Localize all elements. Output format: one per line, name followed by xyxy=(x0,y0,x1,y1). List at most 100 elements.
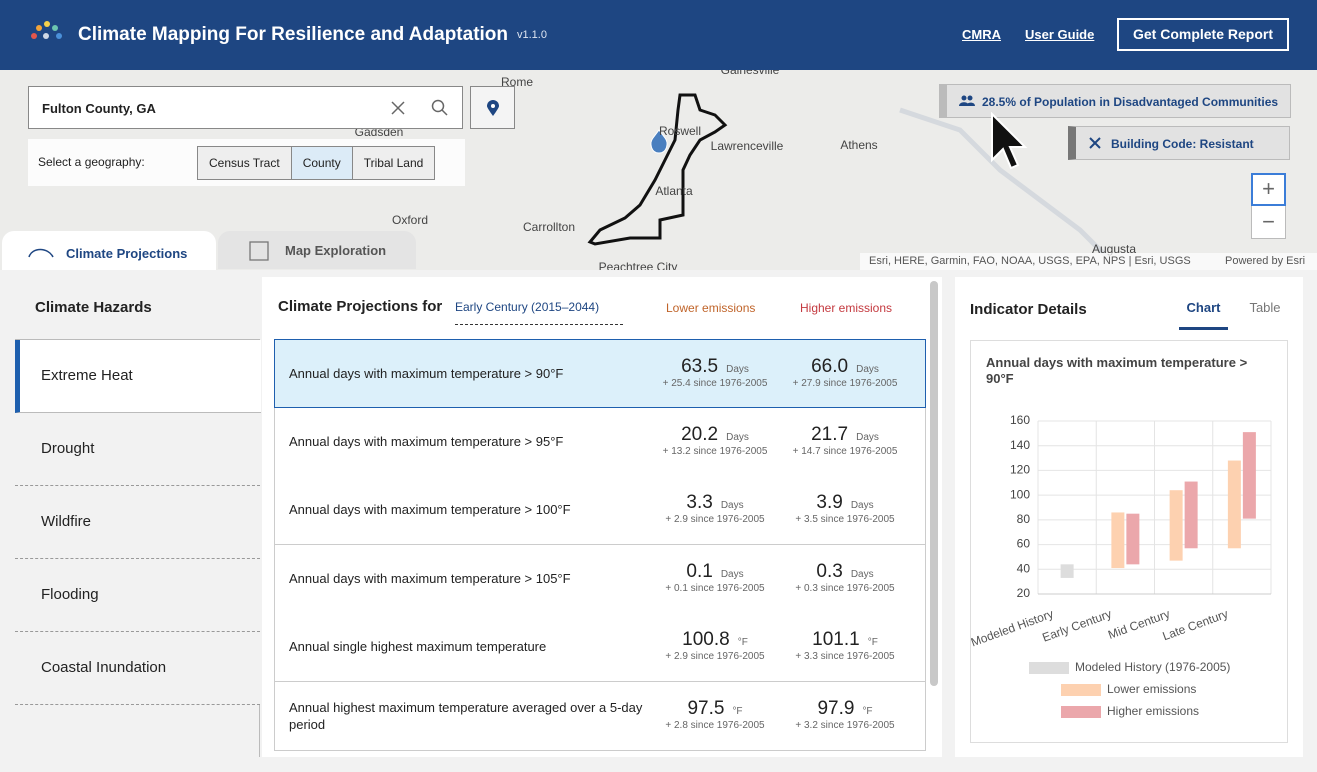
value-group: 97.5 °F + 2.8 since 1976-2005 xyxy=(645,698,785,731)
details-panel: Indicator Details Chart Table Annual day… xyxy=(955,277,1303,757)
map-label: Athens xyxy=(840,138,878,152)
tab[interactable]: Map Exploration xyxy=(218,231,416,269)
projection-row[interactable]: Annual days with maximum temperature > 1… xyxy=(274,544,926,614)
range-bar xyxy=(1111,512,1125,569)
range-bar xyxy=(1126,513,1140,565)
tab-label: Climate Projections xyxy=(66,246,188,261)
scrollbar[interactable] xyxy=(930,281,938,686)
badge[interactable]: Building Code: Resistant xyxy=(1068,126,1290,160)
period-select[interactable]: Early Century (2015–2044) xyxy=(455,300,623,325)
change: + 3.3 since 1976-2005 xyxy=(795,651,895,663)
change: + 13.2 since 1976-2005 xyxy=(662,445,768,457)
map-label: Peachtree City xyxy=(598,260,678,270)
projection-row[interactable]: Annual single highest maximum temperatur… xyxy=(274,613,926,683)
value: 3.3 xyxy=(686,492,713,514)
value-line: 0.3 Days xyxy=(775,561,915,583)
range-bar xyxy=(1169,490,1183,561)
value-line: 0.1 Days xyxy=(645,561,785,583)
column-header: Higher emissions xyxy=(800,301,893,315)
projection-row[interactable]: Annual days with maximum temperature > 1… xyxy=(274,476,926,546)
legend-swatch xyxy=(1061,684,1101,696)
unit: Days xyxy=(726,364,749,375)
chart-card: Annual days with maximum temperature > 9… xyxy=(970,340,1288,743)
header: Climate Mapping For Resilience and Adapt… xyxy=(0,0,1317,70)
value-line: 63.5 Days xyxy=(645,356,785,378)
geography-option[interactable]: County xyxy=(290,146,353,180)
value: 0.1 xyxy=(686,560,713,582)
chart-title: Annual days with maximum temperature > 9… xyxy=(986,355,1248,386)
unit: Days xyxy=(720,568,744,580)
unit: Days xyxy=(856,431,879,443)
x-tick-label: Mid Century xyxy=(1106,607,1172,642)
change: + 3.2 since 1976-2005 xyxy=(795,720,895,731)
value: 20.2 xyxy=(681,423,719,445)
value-group: 20.2 Days + 13.2 since 1976-2005 xyxy=(645,424,785,457)
y-tick-label: 60 xyxy=(1017,537,1031,551)
value-line: 66.0 Days xyxy=(775,356,915,378)
value: 97.5 xyxy=(687,698,725,719)
hazard-item[interactable]: Wildfire xyxy=(15,486,260,559)
zoom-out[interactable]: − xyxy=(1262,209,1275,234)
attribution-bar: Esri, HERE, Garmin, FAO, NOAA, USGS, EPA… xyxy=(860,253,1317,270)
hazard-item-active[interactable]: Extreme Heat xyxy=(15,340,261,413)
projection-row[interactable]: Annual highest maximum temperature avera… xyxy=(274,682,926,751)
hazard-item[interactable]: Coastal Inundation xyxy=(15,632,260,705)
change: + 27.9 since 1976-2005 xyxy=(792,378,898,389)
map-label: Lawrenceville xyxy=(710,139,784,153)
hazard-item[interactable]: Drought xyxy=(15,413,260,486)
legend-swatch xyxy=(1061,706,1101,718)
change: + 14.7 since 1976-2005 xyxy=(792,445,898,457)
powered-by: Powered by Esri xyxy=(1225,255,1306,267)
projection-row-active[interactable]: Annual days with maximum temperature > 9… xyxy=(274,339,926,408)
hazard-item[interactable]: Flooding xyxy=(15,559,260,632)
report-button[interactable]: Get Complete Report xyxy=(1117,18,1289,51)
search-box[interactable]: Fulton County, GA xyxy=(28,86,463,129)
value-line: 97.9 °F xyxy=(775,698,915,720)
range-bar xyxy=(1227,460,1241,549)
clear-icon[interactable] xyxy=(391,101,405,115)
geography-options: Census Tract County Tribal Land xyxy=(197,146,436,180)
legend-label: Higher emissions xyxy=(1107,704,1199,718)
badge[interactable]: 28.5% of Population in Disadvantaged Com… xyxy=(939,84,1291,118)
locate-button[interactable] xyxy=(470,86,515,129)
map-label: Gainesville xyxy=(720,70,780,77)
row-label: Annual days with maximum temperature > 9… xyxy=(289,433,564,449)
projection-row[interactable]: Annual days with maximum temperature > 9… xyxy=(274,407,926,477)
zoom-in[interactable]: + xyxy=(1251,173,1286,206)
unit: °F xyxy=(732,706,743,717)
value-group: 0.3 Days + 0.3 since 1976-2005 xyxy=(775,561,915,594)
value-line: 3.9 Days xyxy=(775,492,915,514)
details-tab-active[interactable]: Chart xyxy=(1179,291,1228,330)
map-label: Atlanta xyxy=(655,184,693,198)
value: 21.7 xyxy=(811,423,849,445)
nav-link[interactable]: User Guide xyxy=(1025,27,1095,42)
nav-link[interactable]: CMRA xyxy=(962,27,1001,42)
legend-label: Modeled History (1976-2005) xyxy=(1075,660,1230,674)
value-group: 66.0 Days + 27.9 since 1976-2005 xyxy=(775,356,915,389)
change: + 3.5 since 1976-2005 xyxy=(795,514,895,526)
app-title: Climate Mapping For Resilience and Adapt… xyxy=(78,24,509,45)
projections-panel: Climate Projections for Early Century (2… xyxy=(262,277,942,757)
legend-label: Lower emissions xyxy=(1107,682,1196,696)
unit: Days xyxy=(856,364,879,375)
geography-option[interactable]: Census Tract xyxy=(197,146,292,180)
geography-panel: Select a geography: Census Tract County Tr… xyxy=(28,139,465,186)
geography-option[interactable]: Tribal Land xyxy=(351,146,436,180)
value-line: 21.7 Days xyxy=(775,424,915,446)
value-group: 63.5 Days + 25.4 since 1976-2005 xyxy=(645,356,785,389)
row-label: Annual highest maximum temperature avera… xyxy=(289,699,643,732)
value-group: 0.1 Days + 0.1 since 1976-2005 xyxy=(645,561,785,594)
x-tick-label: Modeled History xyxy=(971,607,1055,650)
search-icon[interactable] xyxy=(431,99,449,117)
tab-active[interactable]: Climate Projections xyxy=(2,231,216,271)
change: + 0.3 since 1976-2005 xyxy=(795,582,895,594)
unit: °F xyxy=(862,706,873,717)
cursor xyxy=(991,112,1028,170)
hazards-title: Climate Hazards xyxy=(15,277,260,340)
range-bar xyxy=(1060,564,1074,578)
search-value: Fulton County, GA xyxy=(42,101,156,116)
value: 0.3 xyxy=(816,560,843,582)
y-tick-label: 100 xyxy=(1010,487,1030,501)
details-tab[interactable]: Table xyxy=(1249,300,1281,315)
tab-icon xyxy=(249,241,269,261)
